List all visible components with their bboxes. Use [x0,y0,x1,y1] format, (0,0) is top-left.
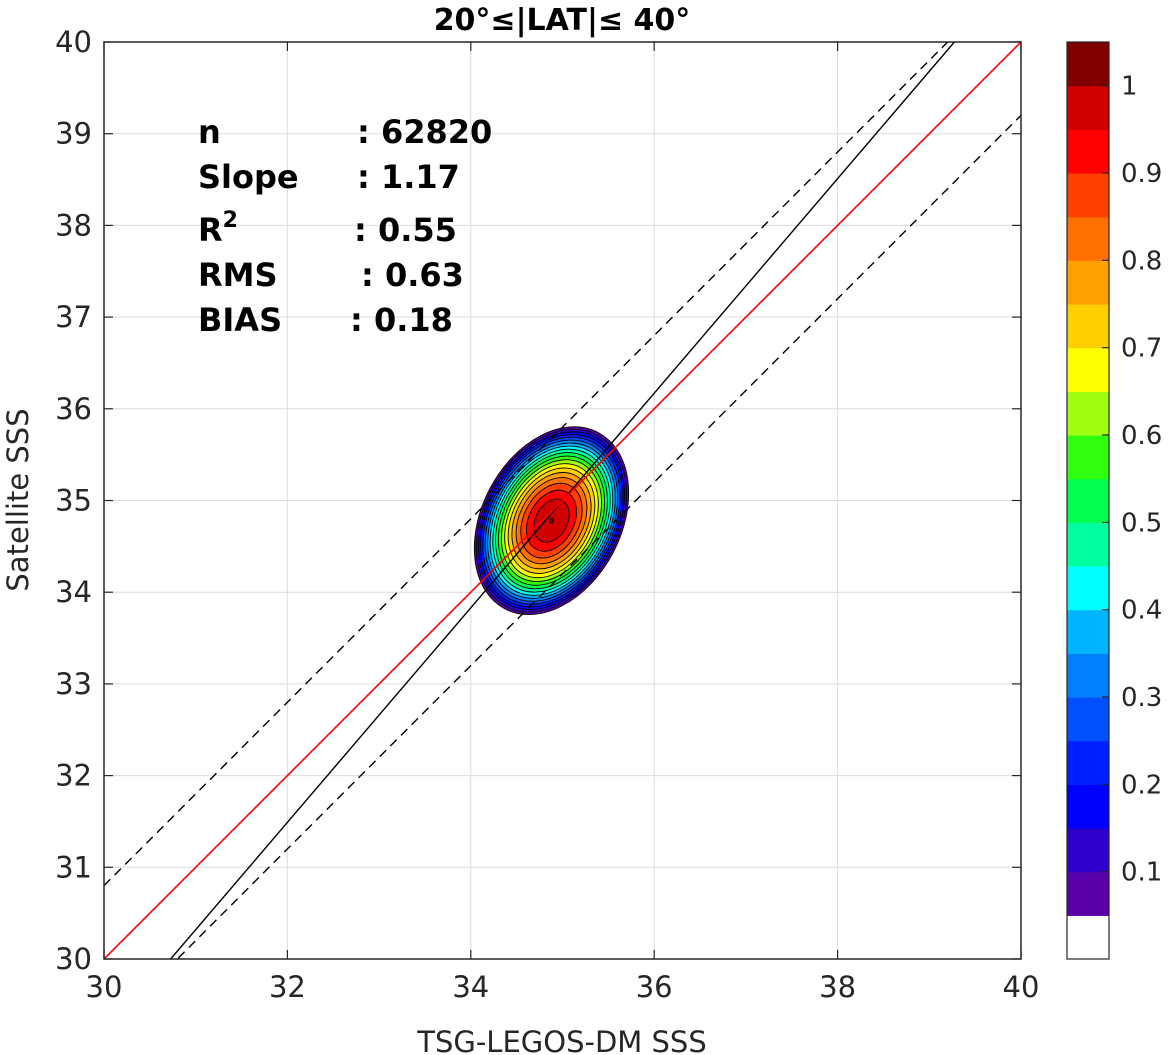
y-tick-label: 32 [55,759,92,793]
one-to-one-line [104,42,1021,959]
colorbar-segment [1067,391,1109,436]
y-tick-label: 39 [55,117,92,151]
colorbar-segment [1067,260,1109,305]
colorbar-segment [1067,173,1109,218]
x-tick-label: 32 [269,970,306,1004]
x-axis-label: TSG-LEGOS-DM SSS [416,1025,707,1055]
stat-label: Slope [198,158,299,196]
reference-lines [104,42,1021,959]
colorbar-segment [1067,435,1109,480]
colorbar-segment [1067,216,1109,261]
x-tick-label: 40 [1003,970,1040,1004]
colorbar-segment [1067,784,1109,829]
colorbar-tick-label: 0.6 [1121,421,1162,451]
upper-rms-dashed-line [104,42,949,887]
colorbar: 0.1 0.2 0.3 0.4 0.5 0.6 0.7 0.8 0.9 1 [1066,41,1162,960]
colorbar-segment [1067,828,1109,873]
density-contours [473,426,630,616]
colorbar-segment [1067,653,1109,698]
colorbar-tick-label: 1 [1121,72,1138,102]
colorbar-segment [1067,697,1109,742]
density-contour-level [548,517,555,524]
y-tick-label: 31 [55,850,92,884]
colorbar-frame [1066,41,1110,960]
stat-value: : 0.63 [361,256,464,294]
stat-value: : 0.55 [354,211,457,249]
colorbar-segment [1067,522,1109,567]
y-tick-label: 38 [55,208,92,242]
colorbar-segment [1067,566,1109,611]
colorbar-tick-label: 0.3 [1121,683,1162,713]
colorbar-segment [1067,85,1109,130]
colorbar-segment [1067,42,1109,87]
stat-superscript: 2 [223,208,238,233]
colorbar-tick-label: 0.8 [1121,246,1162,276]
x-tick-label: 36 [636,970,673,1004]
x-tick-label: 34 [452,970,489,1004]
y-axis-label: Satellite SSS [1,408,35,591]
stat-value: : 62820 [357,113,492,151]
colorbar-segment [1067,740,1109,785]
stat-label: RMS [198,256,278,294]
colorbar-tick-label: 0.9 [1121,159,1162,189]
stat-label: BIAS [198,301,282,339]
colorbar-segment [1067,304,1109,349]
colorbar-segment [1067,129,1109,174]
colorbar-segment [1067,609,1109,654]
x-axis-ticks: 30 32 34 36 38 40 [86,42,1040,1004]
colorbar-tick-label: 0.4 [1121,596,1162,626]
stat-value: : 0.18 [350,301,453,339]
colorbar-segment [1067,478,1109,523]
y-tick-label: 36 [55,392,92,426]
x-tick-label: 30 [86,970,123,1004]
colorbar-tick-label: 0.2 [1121,770,1162,800]
colorbar-tick-label: 0.1 [1121,858,1162,888]
colorbar-segment [1067,347,1109,392]
stat-value: : 1.17 [357,158,460,196]
x-tick-label: 38 [819,970,856,1004]
y-tick-label: 40 [55,25,92,59]
statistics-box: n : 62820 Slope : 1.17 R2 : 0.55 RMS : 0.63 BIAS… [198,113,492,339]
y-tick-label: 34 [55,575,92,609]
stat-label: n [198,113,221,151]
y-axis-ticks: 30 31 32 33 34 35 36 37 38 39 40 [55,25,1021,976]
colorbar-segment [1067,915,1109,960]
colorbar-tick-label: 0.5 [1121,508,1162,538]
stat-label: R2 [198,208,238,249]
y-tick-label: 33 [55,667,92,701]
chart-title: 20°≤|LAT|≤ 40° [434,3,691,38]
y-tick-label: 30 [55,942,92,976]
colorbar-tick-label: 0.7 [1121,334,1162,364]
colorbar-segment [1067,871,1109,916]
y-tick-label: 37 [55,300,92,334]
y-tick-label: 35 [55,484,92,518]
lower-rms-dashed-line [176,114,1021,959]
